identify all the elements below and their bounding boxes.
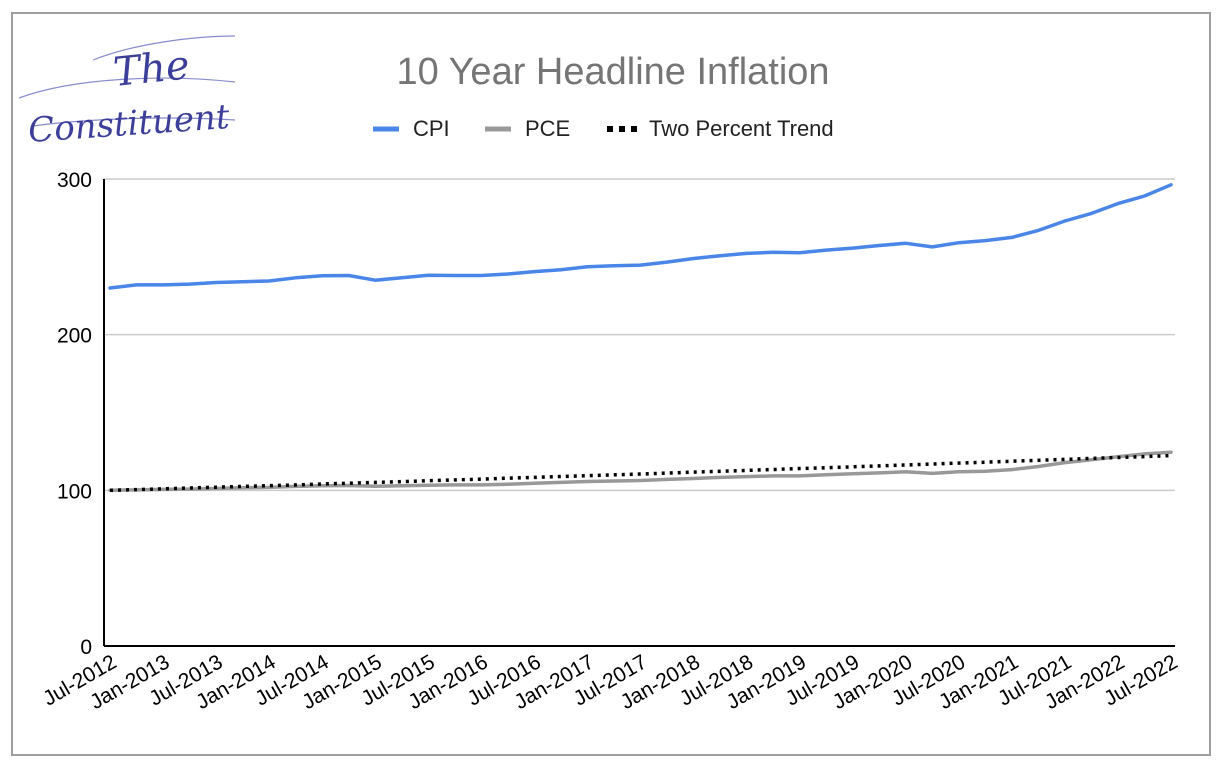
chart-title: 10 Year Headline Inflation bbox=[396, 51, 829, 93]
y-tick-label: 200 bbox=[57, 325, 92, 348]
series-lines bbox=[108, 183, 1173, 493]
series-line-pce bbox=[108, 450, 1173, 493]
legend-label-cpi: CPI bbox=[413, 116, 450, 141]
chart-frame: The Constituent 10 Year Headline Inflati… bbox=[11, 12, 1211, 756]
gridlines bbox=[104, 178, 1175, 492]
legend-item-pce: PCE bbox=[485, 116, 570, 141]
y-tick-label: 300 bbox=[57, 169, 92, 192]
logo-flourish bbox=[18, 35, 236, 127]
y-tick-label: 100 bbox=[57, 480, 92, 503]
legend-label-trend: Two Percent Trend bbox=[649, 116, 834, 141]
series-line-trend bbox=[109, 453, 1172, 493]
x-axis-tick-labels: Jul-2012Jan-2013Jul-2013Jan-2014Jul-2014… bbox=[39, 650, 1181, 714]
legend-item-cpi: CPI bbox=[373, 116, 450, 141]
y-axis-tick-labels: 0 100 200 300 bbox=[57, 169, 92, 659]
logo-line1: The bbox=[111, 42, 192, 96]
logo: The Constituent bbox=[18, 35, 236, 151]
logo-line2: Constituent bbox=[27, 97, 231, 151]
series-line-cpi bbox=[108, 183, 1173, 290]
y-tick-label: 0 bbox=[80, 636, 92, 659]
legend-item-trend: Two Percent Trend bbox=[607, 116, 834, 141]
legend: CPI PCE Two Percent Trend bbox=[373, 116, 834, 141]
legend-label-pce: PCE bbox=[525, 116, 570, 141]
axes bbox=[103, 179, 1175, 647]
line-chart: The Constituent 10 Year Headline Inflati… bbox=[18, 35, 1182, 714]
